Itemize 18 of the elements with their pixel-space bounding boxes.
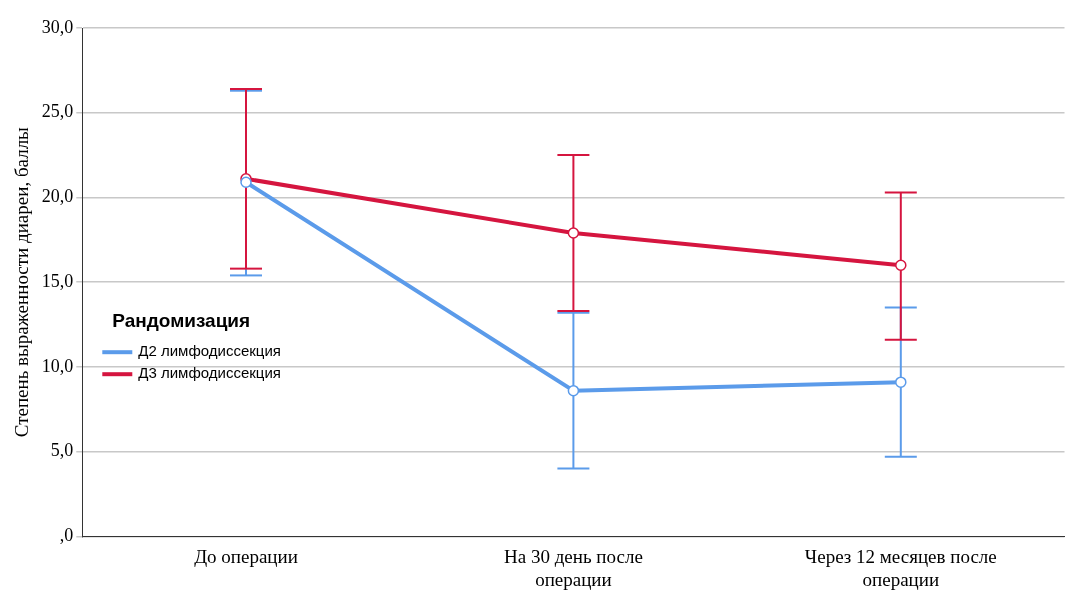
y-tick-label: ,0 xyxy=(59,525,74,546)
legend-label: Д3 лимфодиссекция xyxy=(138,364,281,382)
y-tick-label: 15,0 xyxy=(41,270,74,291)
point xyxy=(567,384,580,397)
legend-label: Д2 лимфодиссекция xyxy=(138,342,281,360)
y-tick-label: 25,0 xyxy=(41,101,74,122)
legend-title: Рандомизация xyxy=(112,310,251,332)
y-tick-label: 5,0 xyxy=(50,440,74,461)
y-axis-title: Степень выраженности диареи, баллы xyxy=(11,126,33,438)
x-tick-label: До операции xyxy=(194,545,298,567)
x-tick-label: Через 12 месяцев после операции xyxy=(804,545,997,590)
point xyxy=(895,259,907,271)
x-tick-label: На 30 день после операции xyxy=(503,545,643,590)
y-tick-label: 20,0 xyxy=(41,186,74,207)
point xyxy=(567,227,580,239)
y-tick-label: 10,0 xyxy=(41,355,74,376)
point xyxy=(895,376,907,388)
y-tick-label: 30,0 xyxy=(41,16,74,37)
